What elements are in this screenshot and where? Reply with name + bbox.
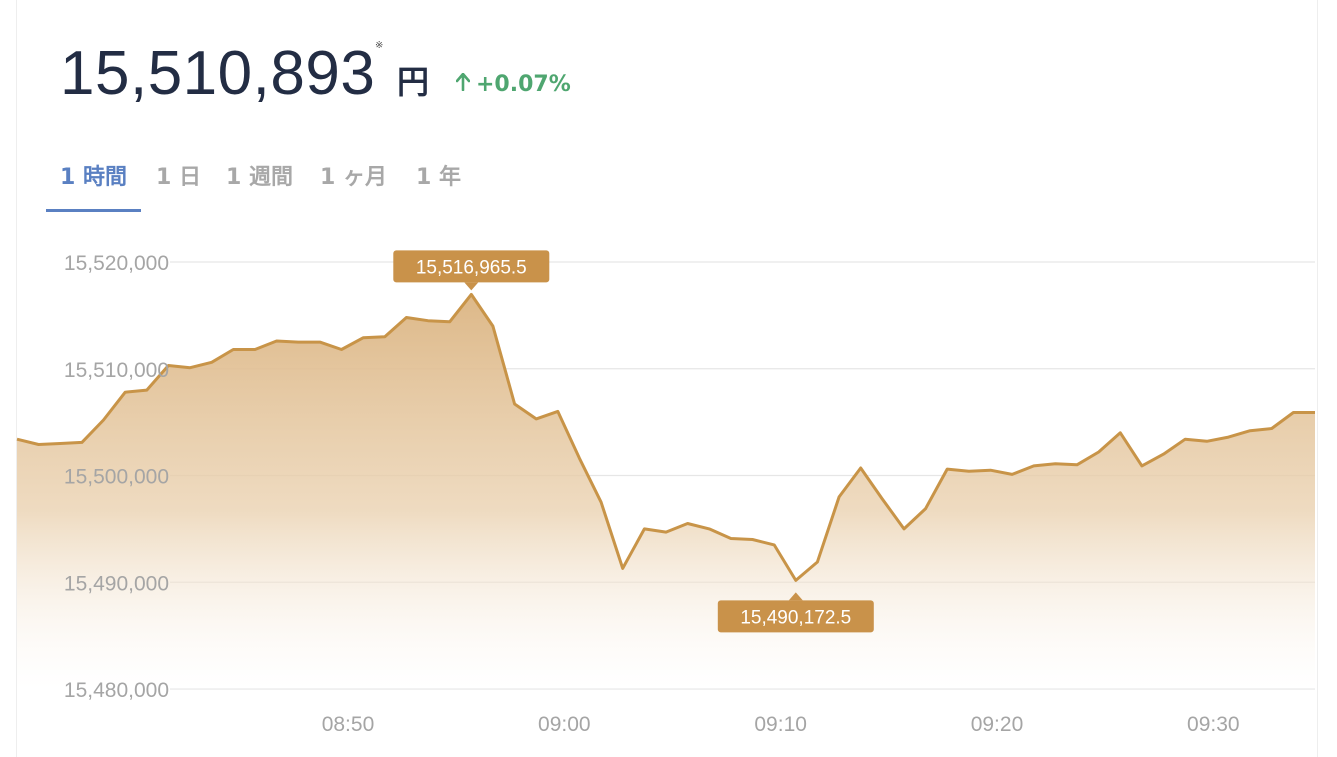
price-area	[17, 294, 1315, 689]
x-tick-label: 09:20	[971, 713, 1024, 736]
x-tick-label: 09:30	[1187, 713, 1240, 736]
y-tick-label: 15,480,000	[64, 679, 169, 702]
high-price-callout: 15,516,965.5	[393, 250, 550, 291]
callout-box	[393, 250, 550, 283]
tab-1-month[interactable]: 1 ヶ月	[320, 165, 387, 190]
price-line	[16, 292, 1315, 582]
y-tick-label: 15,510,000	[64, 359, 169, 382]
currency-unit: 円	[397, 63, 430, 101]
tab-1-year[interactable]: 1 年	[416, 165, 461, 190]
callout-label: 15,516,965.5	[416, 257, 527, 278]
y-tick-label: 15,520,000	[64, 252, 169, 275]
tab-1-hour[interactable]: 1 時間	[60, 165, 127, 190]
x-tick-label: 08:50	[322, 713, 375, 736]
x-tick-label: 09:00	[538, 713, 591, 736]
footnote-mark: ※	[375, 40, 384, 51]
current-price: 15,510,893	[60, 39, 376, 108]
active-tab-indicator	[46, 209, 141, 212]
y-tick-label: 15,490,000	[64, 572, 169, 595]
price-change-value: +0.07%	[476, 72, 571, 97]
callout-pointer	[464, 282, 479, 291]
x-tick-label: 09:10	[754, 713, 807, 736]
price-change: +0.07%	[455, 72, 571, 98]
tab-1-day[interactable]: 1 日	[156, 165, 201, 190]
callout-label: 15,490,172.5	[740, 607, 851, 628]
low-price-callout: 15,490,172.5	[717, 592, 874, 633]
callout-box	[717, 600, 874, 633]
callout-pointer	[788, 592, 803, 601]
y-tick-label: 15,500,000	[64, 466, 169, 489]
arrow-up-icon	[455, 72, 471, 98]
tab-1-week[interactable]: 1 週間	[226, 165, 293, 190]
